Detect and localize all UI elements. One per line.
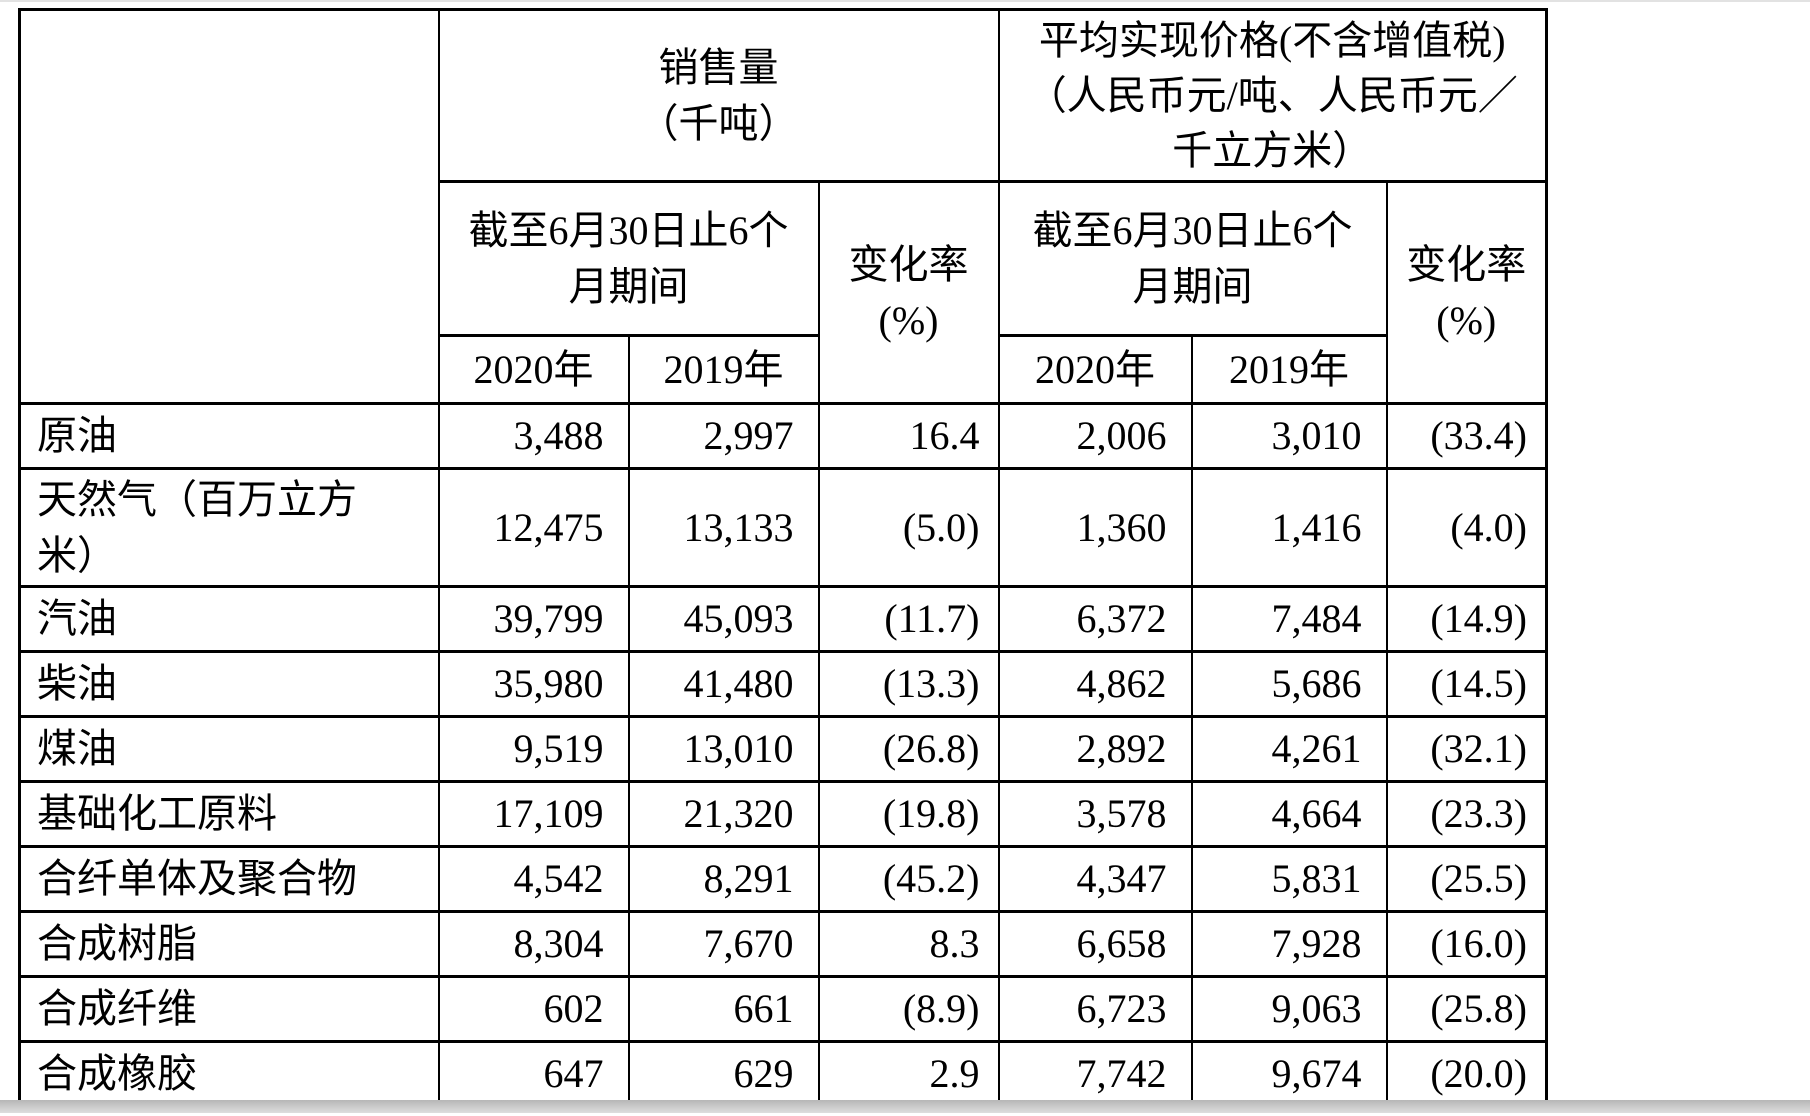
sales-period-header: 截至6月30日止6个 月期间 (437, 180, 820, 337)
sales-2020-cell: 602 (437, 975, 630, 1043)
sales-2019-cell: 2,997 (627, 402, 820, 470)
table-row: 柴油 35,980 41,480 (13.3) 4,862 5,686 (14.… (18, 650, 1548, 718)
year-header-row: 2020年 2019年 2020年 2019年 (20, 334, 1547, 405)
sales-change-rate-cell: 16.4 (817, 402, 1000, 470)
product-name-cell: 天然气（百万立方 米） (18, 467, 440, 588)
sales-and-price-table: 销售量 （千吨） 平均实现价格(不含增值税) （人民币元/吨、人民币元／ 千立方… (18, 8, 1548, 1108)
period-header-row: 截至6月30日止6个 月期间 变化率 (%) 截至6月30日止6个 月期间 变化… (20, 180, 1548, 405)
sales-change-rate-cell: (26.8) (817, 715, 1000, 783)
group-header-row: 销售量 （千吨） 平均实现价格(不含增值税) （人民币元/吨、人民币元／ 千立方… (18, 8, 1548, 405)
price-change-rate-header: 变化率 (%) (1385, 180, 1548, 405)
sales-2020-cell: 39,799 (437, 585, 630, 653)
table-row: 合成树脂 8,304 7,670 8.3 6,658 7,928 (16.0) (18, 910, 1548, 978)
sales-change-rate-cell: (19.8) (817, 780, 1000, 848)
table-row: 合纤单体及聚合物 4,542 8,291 (45.2) 4,347 5,831 … (18, 845, 1548, 913)
price-change-rate-cell: (20.0) (1385, 1040, 1548, 1108)
price-2019-cell: 4,664 (1190, 780, 1388, 848)
sales-change-rate-cell: (5.0) (817, 467, 1000, 588)
sales-2020-cell: 3,488 (437, 402, 630, 470)
price-2019-cell: 7,928 (1190, 910, 1388, 978)
sales-year-2020-header: 2020年 (437, 334, 630, 405)
product-name-cell: 汽油 (18, 585, 440, 653)
sales-2020-cell: 35,980 (437, 650, 630, 718)
sales-change-rate-cell: (8.9) (817, 975, 1000, 1043)
table-row: 合成橡胶 647 629 2.9 7,742 9,674 (20.0) (18, 1040, 1548, 1108)
sales-2020-cell: 9,519 (437, 715, 630, 783)
page-top-rule (0, 0, 1810, 2)
price-2020-cell: 7,742 (997, 1040, 1193, 1108)
product-name-cell: 合成纤维 (18, 975, 440, 1043)
sales-change-rate-cell: (45.2) (817, 845, 1000, 913)
price-change-rate-cell: (14.9) (1385, 585, 1548, 653)
price-2019-cell: 5,831 (1190, 845, 1388, 913)
price-change-rate-cell: (25.5) (1385, 845, 1548, 913)
price-year-2019-header: 2019年 (1190, 334, 1388, 405)
table-row: 基础化工原料 17,109 21,320 (19.8) 3,578 4,664 … (18, 780, 1548, 848)
sales-2020-cell: 17,109 (437, 780, 630, 848)
price-2019-cell: 7,484 (1190, 585, 1388, 653)
sales-2019-cell: 13,133 (627, 467, 820, 588)
sales-change-rate-cell: (13.3) (817, 650, 1000, 718)
product-name-cell: 基础化工原料 (18, 780, 440, 848)
price-period-header: 截至6月30日止6个 月期间 (997, 180, 1388, 337)
sales-2020-cell: 8,304 (437, 910, 630, 978)
product-name-cell: 原油 (18, 402, 440, 470)
table-row: 天然气（百万立方 米） 12,475 13,133 (5.0) 1,360 1,… (18, 467, 1548, 588)
sales-volume-group-header: 销售量 （千吨） (437, 8, 1000, 183)
price-year-2020-header: 2020年 (997, 334, 1193, 405)
product-name-cell: 合成橡胶 (18, 1040, 440, 1108)
price-2019-cell: 9,674 (1190, 1040, 1388, 1108)
price-change-rate-cell: (23.3) (1385, 780, 1548, 848)
price-change-rate-cell: (4.0) (1385, 467, 1548, 588)
sales-change-rate-cell: (11.7) (817, 585, 1000, 653)
product-name-cell: 合成树脂 (18, 910, 440, 978)
price-2019-cell: 9,063 (1190, 975, 1388, 1043)
avg-realized-price-group-header: 平均实现价格(不含增值税) （人民币元/吨、人民币元／ 千立方米） (997, 8, 1548, 183)
product-name-cell: 柴油 (18, 650, 440, 718)
sales-2020-cell: 12,475 (437, 467, 630, 588)
price-2019-cell: 3,010 (1190, 402, 1388, 470)
price-2020-cell: 6,372 (997, 585, 1193, 653)
table-row: 煤油 9,519 13,010 (26.8) 2,892 4,261 (32.1… (18, 715, 1548, 783)
corner-cell (18, 8, 440, 405)
sales-2019-cell: 661 (627, 975, 820, 1043)
sales-2019-cell: 629 (627, 1040, 820, 1108)
sales-2019-cell: 41,480 (627, 650, 820, 718)
sales-2019-cell: 13,010 (627, 715, 820, 783)
price-change-rate-cell: (33.4) (1385, 402, 1548, 470)
sales-2019-cell: 21,320 (627, 780, 820, 848)
sales-2020-cell: 4,542 (437, 845, 630, 913)
price-2020-cell: 2,892 (997, 715, 1193, 783)
price-2020-cell: 1,360 (997, 467, 1193, 588)
price-change-rate-cell: (14.5) (1385, 650, 1548, 718)
price-2019-cell: 4,261 (1190, 715, 1388, 783)
sales-2020-cell: 647 (437, 1040, 630, 1108)
price-2020-cell: 4,862 (997, 650, 1193, 718)
sales-change-rate-cell: 8.3 (817, 910, 1000, 978)
price-2020-cell: 6,658 (997, 910, 1193, 978)
price-2019-cell: 1,416 (1190, 467, 1388, 588)
sales-change-rate-header: 变化率 (%) (817, 180, 1000, 405)
sales-2019-cell: 45,093 (627, 585, 820, 653)
sales-2019-cell: 8,291 (627, 845, 820, 913)
product-name-cell: 合纤单体及聚合物 (18, 845, 440, 913)
price-2020-cell: 3,578 (997, 780, 1193, 848)
table-row: 汽油 39,799 45,093 (11.7) 6,372 7,484 (14.… (18, 585, 1548, 653)
price-change-rate-cell: (32.1) (1385, 715, 1548, 783)
price-2020-cell: 6,723 (997, 975, 1193, 1043)
price-2020-cell: 2,006 (997, 402, 1193, 470)
sales-2019-cell: 7,670 (627, 910, 820, 978)
page-bottom-edge (0, 1100, 1810, 1113)
price-change-rate-cell: (16.0) (1385, 910, 1548, 978)
sales-year-2019-header: 2019年 (627, 334, 820, 405)
table-row: 原油 3,488 2,997 16.4 2,006 3,010 (33.4) (18, 402, 1548, 470)
table-row: 合成纤维 602 661 (8.9) 6,723 9,063 (25.8) (18, 975, 1548, 1043)
sales-change-rate-cell: 2.9 (817, 1040, 1000, 1108)
price-2019-cell: 5,686 (1190, 650, 1388, 718)
price-change-rate-cell: (25.8) (1385, 975, 1548, 1043)
price-2020-cell: 4,347 (997, 845, 1193, 913)
product-name-cell: 煤油 (18, 715, 440, 783)
